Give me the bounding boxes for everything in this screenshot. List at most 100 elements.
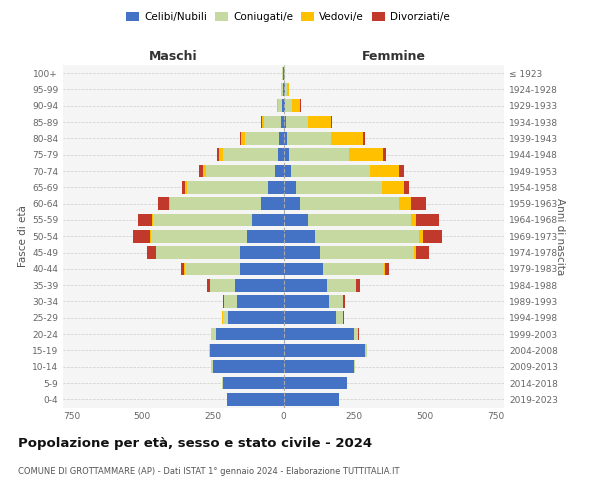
Bar	[151, 230, 247, 242]
Bar	[400, 164, 404, 177]
Bar	[385, 262, 389, 275]
Bar	[138, 214, 152, 226]
Text: COMUNE DI GROTTAMMARE (AP) - Dati ISTAT 1° gennaio 2024 - Elaborazione TUTTITALI: COMUNE DI GROTTAMMARE (AP) - Dati ISTAT …	[18, 468, 400, 476]
Bar	[284, 344, 365, 357]
Bar	[383, 148, 386, 161]
Text: Femmine: Femmine	[362, 50, 426, 64]
Bar	[240, 132, 241, 145]
Bar	[323, 262, 384, 275]
Bar	[284, 148, 289, 161]
Bar	[223, 148, 278, 161]
Bar	[284, 262, 323, 275]
Bar	[268, 181, 284, 194]
Bar	[235, 279, 284, 291]
Bar	[223, 312, 229, 324]
Bar	[284, 393, 338, 406]
Bar	[320, 246, 413, 259]
Bar	[264, 116, 281, 128]
Bar	[285, 83, 287, 96]
Bar	[328, 279, 356, 291]
Bar	[354, 360, 355, 373]
Bar	[329, 295, 343, 308]
Bar	[284, 100, 285, 112]
Bar	[217, 148, 220, 161]
Bar	[284, 360, 354, 373]
Y-axis label: Fasce di età: Fasce di età	[18, 206, 28, 267]
Bar	[213, 360, 284, 373]
Bar	[281, 116, 284, 128]
Bar	[314, 230, 419, 242]
Bar	[170, 198, 261, 210]
Bar	[284, 230, 314, 242]
Bar	[278, 148, 284, 161]
Bar	[158, 198, 169, 210]
Bar	[210, 344, 284, 357]
Y-axis label: Anni di nascita: Anni di nascita	[555, 198, 565, 275]
Bar	[370, 164, 400, 177]
Bar	[283, 83, 284, 96]
Bar	[301, 198, 400, 210]
Bar	[152, 214, 154, 226]
Bar	[284, 83, 285, 96]
Bar	[365, 344, 367, 357]
Bar	[284, 295, 329, 308]
Bar	[223, 376, 284, 390]
Bar	[241, 132, 245, 145]
Bar	[284, 246, 320, 259]
Bar	[185, 262, 239, 275]
Bar	[287, 132, 331, 145]
Bar	[281, 83, 283, 96]
Bar	[147, 246, 156, 259]
Bar	[284, 376, 347, 390]
Bar	[245, 132, 279, 145]
Bar	[275, 164, 284, 177]
Bar	[292, 100, 301, 112]
Bar	[284, 214, 308, 226]
Bar	[349, 148, 383, 161]
Text: Maschi: Maschi	[149, 50, 197, 64]
Bar	[199, 164, 203, 177]
Bar	[227, 393, 284, 406]
Bar	[284, 132, 287, 145]
Bar	[284, 279, 328, 291]
Bar	[284, 312, 336, 324]
Bar	[277, 100, 278, 112]
Bar	[182, 181, 185, 194]
Bar	[279, 132, 284, 145]
Bar	[239, 246, 284, 259]
Bar	[154, 214, 253, 226]
Bar	[287, 83, 289, 96]
Bar	[169, 198, 170, 210]
Bar	[413, 246, 416, 259]
Bar	[400, 198, 411, 210]
Bar	[187, 181, 268, 194]
Bar	[133, 230, 150, 242]
Bar	[336, 312, 343, 324]
Bar	[411, 198, 426, 210]
Bar	[363, 132, 365, 145]
Bar	[237, 295, 284, 308]
Bar	[284, 181, 296, 194]
Bar	[284, 164, 290, 177]
Bar	[253, 214, 284, 226]
Bar	[208, 279, 210, 291]
Bar	[247, 230, 284, 242]
Bar	[308, 116, 331, 128]
Bar	[211, 360, 213, 373]
Bar	[220, 148, 223, 161]
Legend: Celibi/Nubili, Coniugati/e, Vedovi/e, Divorziati/e: Celibi/Nubili, Coniugati/e, Vedovi/e, Di…	[122, 8, 454, 26]
Bar	[285, 100, 292, 112]
Bar	[206, 164, 275, 177]
Bar	[289, 148, 349, 161]
Bar	[296, 181, 382, 194]
Bar	[354, 328, 358, 340]
Bar	[209, 344, 210, 357]
Bar	[331, 116, 332, 128]
Text: Popolazione per età, sesso e stato civile - 2024: Popolazione per età, sesso e stato civil…	[18, 438, 372, 450]
Bar	[156, 246, 239, 259]
Bar	[290, 164, 370, 177]
Bar	[384, 262, 385, 275]
Bar	[382, 181, 404, 194]
Bar	[356, 279, 359, 291]
Bar	[308, 214, 411, 226]
